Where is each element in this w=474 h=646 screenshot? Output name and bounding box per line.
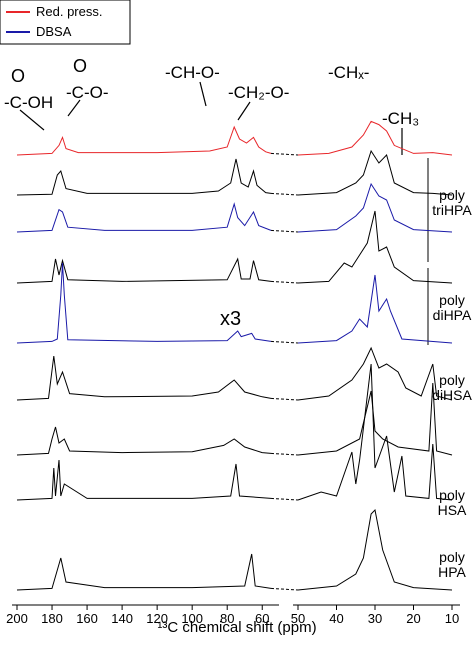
annotation: -CH₃ [382,109,419,128]
sample-label: poly [439,187,465,203]
spectrum [16,459,272,501]
x-tick-label: 30 [368,611,382,626]
x-tick-label: 60 [255,611,269,626]
sample-label: poly [439,549,465,565]
annotation: -CH-O- [165,63,220,82]
panel-connector [270,152,299,156]
panel-connector [270,397,299,401]
sample-label: triHPA [432,202,472,218]
spectrum [16,257,272,284]
x-tick-label: 10 [445,611,459,626]
legend-box [0,0,131,45]
legend-label: DBSA [36,24,72,39]
x-tick-label: 180 [41,611,63,626]
spectrum [297,210,453,284]
spectrum [297,382,453,456]
spectrum [16,355,272,401]
annotation: O [73,56,87,76]
arrows [19,81,403,155]
spectrum [16,426,272,456]
annotation: x3 [220,308,241,330]
x-tick-label: 80 [220,611,234,626]
annotation: O [11,66,25,86]
panel-connector [270,229,299,233]
x-axis-label: ¹³C chemical shift (ppm) [157,619,316,636]
spectrum [16,158,272,196]
spectrum [297,274,453,344]
panel-connector [270,587,299,591]
panel-connector [270,340,299,344]
annotation: -C-O- [66,83,108,102]
panel-connector [270,452,299,456]
spectrum [16,262,272,344]
spectrum [297,508,453,591]
spectrum [16,125,272,156]
annotation: -CHₓ- [328,63,369,82]
x-tick-label: 200 [6,611,28,626]
panel-connector [270,497,299,501]
x-tick-label: 160 [76,611,98,626]
x-tick-label: 120 [146,611,168,626]
spectrum [16,202,272,233]
x-tick-label: 20 [406,611,420,626]
sample-label: diHPA [433,307,472,323]
spectrum [297,363,453,501]
spectrum [297,182,453,233]
panel-connector [270,192,299,196]
annotation: -C-OH [4,93,53,112]
sample-label: poly [439,487,465,503]
sample-label: diHSA [432,387,472,403]
spectrum [16,553,272,591]
panel-connector [270,280,299,284]
spectrum [297,149,453,196]
x-tick-label: 100 [181,611,203,626]
x-tick-label: 40 [329,611,343,626]
x-tick-label: 50 [291,611,305,626]
spectrum [297,346,453,401]
annotation: -CH₂-O- [228,83,289,102]
sample-label: poly [439,372,465,388]
spectrum [297,120,453,156]
legend-label: Red. press. [36,4,102,19]
sample-label: HPA [438,564,466,580]
x-tick-label: 140 [111,611,133,626]
sample-label: HSA [438,502,467,518]
sample-label: poly [439,292,465,308]
